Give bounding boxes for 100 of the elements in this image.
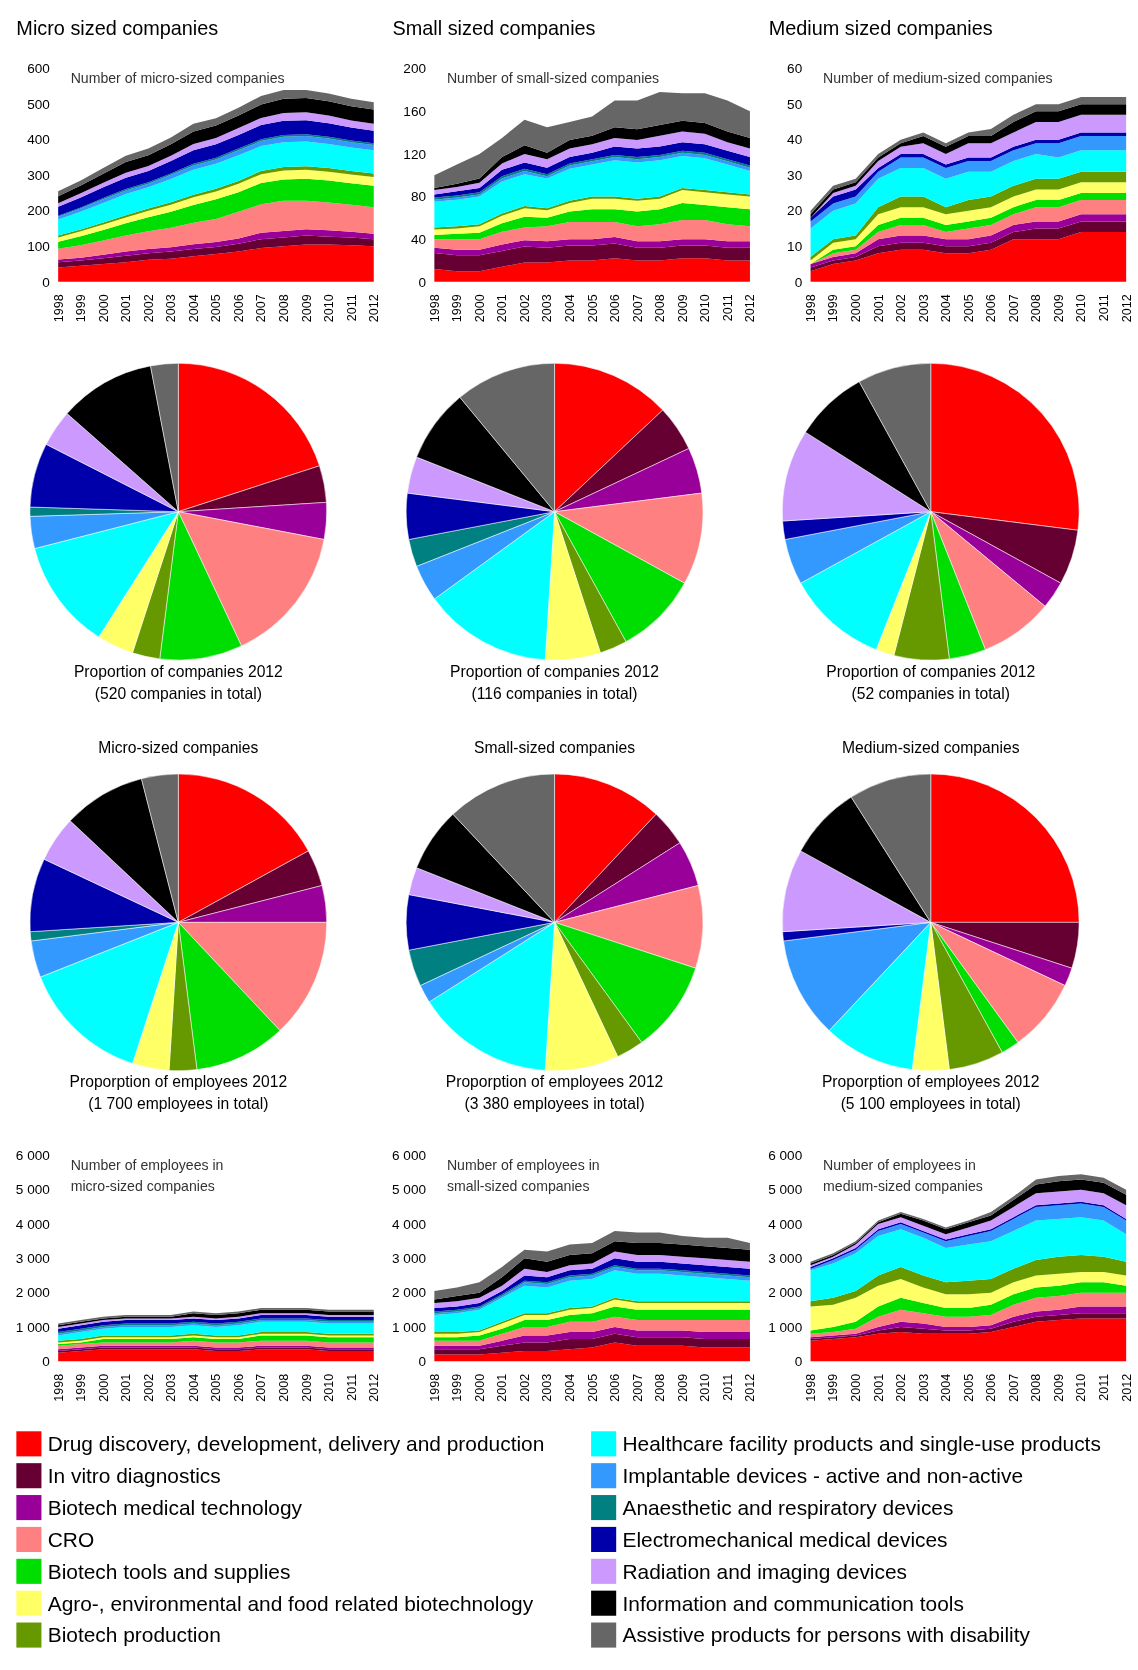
annotation: Number of employees in <box>823 1157 976 1174</box>
y-tick-label: 120 <box>403 146 427 162</box>
x-tick-label: 2004 <box>186 1373 201 1402</box>
y-tick-label: 40 <box>410 231 427 247</box>
x-tick-label: 2006 <box>231 294 246 323</box>
x-tick-label: 2006 <box>984 1373 999 1402</box>
x-tick-label: 2012 <box>367 294 382 323</box>
x-tick-label: 2007 <box>254 294 269 323</box>
y-tick-label: 2 000 <box>392 1285 427 1301</box>
x-tick-label: 2006 <box>984 294 999 323</box>
y-tick-label: 0 <box>418 274 427 290</box>
text: (5 100 employees in total) <box>840 1095 1021 1113</box>
annotation: Number of medium-sized companies <box>823 70 1053 87</box>
y-tick-label: 4 000 <box>15 1216 51 1232</box>
annotation: Number of employees in <box>446 1157 600 1174</box>
legend-label: Drug discovery, development, delivery and production <box>47 1432 545 1456</box>
y-tick-label: 600 <box>27 61 51 77</box>
y-tick-label: 6 000 <box>392 1148 427 1164</box>
y-tick-label: 160 <box>403 104 427 119</box>
x-tick-label: 2005 <box>961 1373 976 1402</box>
legend-label: Information and communication tools <box>622 1591 964 1615</box>
x-tick-label: 1998 <box>51 1373 66 1402</box>
x-tick-label: 2007 <box>630 1373 645 1402</box>
x-tick-label: 2001 <box>119 1373 134 1402</box>
x-tick-label: 2012 <box>743 294 758 323</box>
x-tick-label: 2012 <box>367 1373 382 1402</box>
x-tick-label: 2006 <box>231 1373 246 1402</box>
x-tick-label: 2009 <box>299 294 314 323</box>
x-tick-label: 2001 <box>871 1373 886 1402</box>
y-tick-label: 1 000 <box>15 1319 51 1335</box>
y-tick-label: 80 <box>410 189 427 205</box>
legend-label: Electromechanical medical devices <box>622 1527 948 1551</box>
y-tick-label: 3 000 <box>768 1251 803 1267</box>
x-tick-label: 1998 <box>803 1373 818 1402</box>
x-tick-label: 1998 <box>803 294 818 323</box>
x-tick-label: 2008 <box>653 294 668 323</box>
x-tick-label: 2004 <box>939 1373 954 1402</box>
x-tick-label: 2004 <box>186 294 201 323</box>
chart-title: Medium sized companies <box>768 17 993 40</box>
chart-title: Small-sized companies <box>474 739 636 757</box>
x-tick-label: 2002 <box>141 294 156 323</box>
legend-label: Biotech production <box>47 1623 221 1647</box>
x-tick-label: 2009 <box>1051 294 1066 323</box>
x-tick-label: 2000 <box>472 294 487 323</box>
x-tick-label: 2000 <box>472 1373 487 1402</box>
chart-title: Small sized companies <box>392 17 596 40</box>
x-tick-label: 2003 <box>540 1373 555 1402</box>
y-tick-label: 60 <box>787 61 803 77</box>
y-tick-label: 500 <box>27 96 51 112</box>
text: (520 companies in total) <box>94 684 262 702</box>
x-tick-label: 2008 <box>276 294 291 323</box>
x-tick-label: 2000 <box>96 1373 111 1402</box>
text: Proporption of employees 2012 <box>445 1073 664 1091</box>
text: (1 700 employees in total) <box>88 1095 269 1113</box>
x-tick-label: 1999 <box>74 1373 89 1402</box>
x-tick-label: 2009 <box>675 294 690 323</box>
chart-title: Medium-sized companies <box>841 739 1020 757</box>
x-tick-label: 2003 <box>916 294 931 323</box>
x-tick-label: 2008 <box>1029 1373 1044 1402</box>
x-tick-label: 2010 <box>1074 1373 1089 1402</box>
y-tick-label: 200 <box>403 61 427 77</box>
x-tick-label: 2005 <box>209 1373 224 1402</box>
legend-label: Implantable devices - active and non-active <box>622 1464 1024 1488</box>
x-tick-label: 2009 <box>675 1373 690 1402</box>
x-tick-label: 2009 <box>1051 1373 1066 1402</box>
x-tick-label: 2001 <box>871 294 886 323</box>
text: Proportion of companies 2012 <box>826 662 1036 680</box>
x-tick-label: 2007 <box>254 1373 269 1402</box>
y-tick-label: 3 000 <box>392 1251 427 1267</box>
y-tick-label: 0 <box>418 1354 427 1370</box>
x-tick-label: 1999 <box>450 1373 465 1402</box>
x-tick-label: 2008 <box>276 1373 291 1402</box>
y-tick-label: 0 <box>42 1354 51 1370</box>
x-tick-label: 2006 <box>608 294 623 323</box>
x-tick-label: 2003 <box>916 1373 931 1402</box>
y-tick-label: 30 <box>787 167 803 183</box>
x-tick-label: 2012 <box>1119 1373 1134 1402</box>
x-tick-label: 2002 <box>894 294 909 323</box>
x-tick-label: 2012 <box>743 1373 758 1402</box>
text: (3 380 employees in total) <box>464 1095 645 1113</box>
y-tick-label: 0 <box>794 1354 803 1370</box>
x-tick-label: 2001 <box>119 294 134 323</box>
x-tick-label: 2005 <box>209 294 224 323</box>
legend-label: Anaesthetic and respiratory devices <box>622 1495 954 1519</box>
x-tick-label: 2011 <box>1097 294 1111 322</box>
x-tick-label: 2004 <box>939 294 954 323</box>
y-tick-label: 100 <box>27 239 51 255</box>
x-tick-label: 2001 <box>495 294 510 323</box>
y-tick-label: 20 <box>787 203 803 219</box>
x-tick-label: 2003 <box>164 294 179 323</box>
legend-label: Agro-, environmental and food related biotechnology <box>47 1591 534 1615</box>
x-tick-label: 2010 <box>322 294 337 323</box>
x-tick-label: 2000 <box>849 1373 864 1402</box>
y-tick-label: 0 <box>794 274 803 290</box>
x-tick-label: 2004 <box>563 1373 577 1402</box>
x-tick-label: 2006 <box>608 1373 623 1402</box>
legend-label: Biotech medical technology <box>47 1495 303 1519</box>
y-tick-label: 2 000 <box>15 1285 51 1301</box>
x-tick-label: 2008 <box>653 1373 668 1402</box>
chart-title: Micro sized companies <box>16 17 219 40</box>
